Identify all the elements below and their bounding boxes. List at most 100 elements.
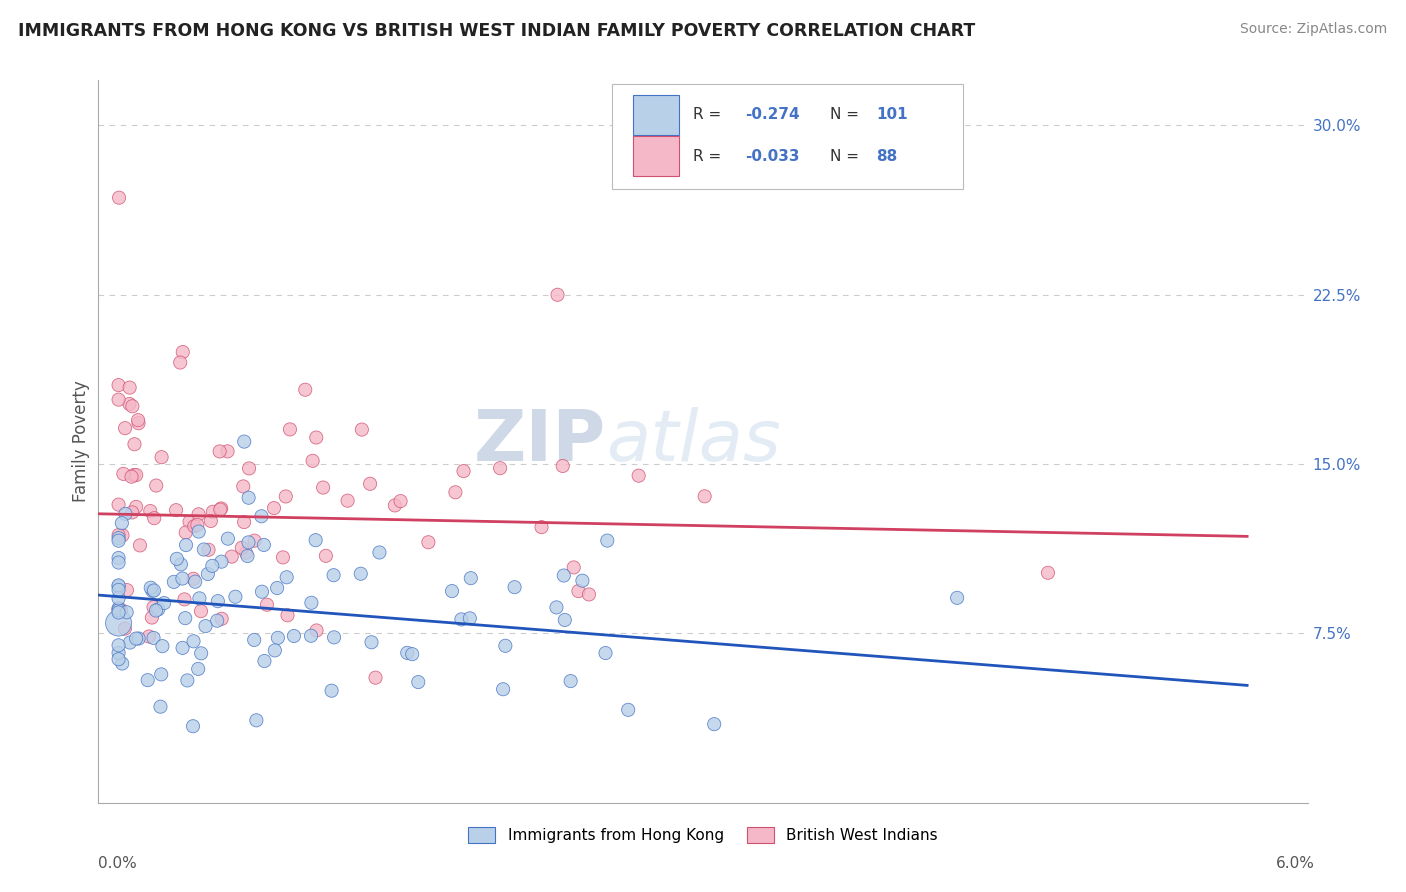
Point xyxy=(107,378,129,392)
Point xyxy=(693,489,716,503)
Point xyxy=(595,646,617,660)
Point xyxy=(299,596,322,610)
Point xyxy=(231,541,253,555)
Point xyxy=(200,514,222,528)
Point xyxy=(125,468,148,483)
Text: N =: N = xyxy=(830,107,863,122)
Text: ZIP: ZIP xyxy=(474,407,606,476)
Point xyxy=(165,503,187,517)
Point xyxy=(149,699,172,714)
Point xyxy=(209,502,232,516)
Point xyxy=(368,545,391,559)
Point xyxy=(176,673,198,688)
Point xyxy=(553,568,575,582)
Point xyxy=(627,468,650,483)
Point xyxy=(232,479,254,493)
Text: Source: ZipAtlas.com: Source: ZipAtlas.com xyxy=(1240,22,1388,37)
Point xyxy=(396,646,419,660)
Point xyxy=(530,520,553,534)
Point xyxy=(163,574,186,589)
Point xyxy=(201,505,224,519)
Point xyxy=(193,542,215,557)
Point xyxy=(138,630,160,644)
Text: R =: R = xyxy=(693,107,727,122)
Point xyxy=(197,542,219,557)
Point xyxy=(458,611,481,625)
Point xyxy=(489,461,512,475)
Point xyxy=(184,574,207,589)
Point xyxy=(174,611,197,625)
Point xyxy=(187,508,209,522)
Point xyxy=(401,647,423,661)
Point xyxy=(107,646,129,660)
Point xyxy=(283,629,305,643)
Point xyxy=(183,634,205,648)
Point xyxy=(946,591,969,605)
Point xyxy=(174,525,197,540)
Point xyxy=(304,533,326,548)
Point xyxy=(118,397,141,411)
Point xyxy=(107,578,129,592)
Point xyxy=(174,538,197,552)
Point xyxy=(492,682,515,697)
Point xyxy=(418,535,440,549)
Point xyxy=(107,591,129,606)
Point xyxy=(301,454,323,468)
Point xyxy=(107,498,129,512)
Point xyxy=(578,587,600,601)
Point xyxy=(128,416,150,430)
Point xyxy=(256,598,278,612)
Text: 101: 101 xyxy=(876,107,907,122)
Point xyxy=(121,469,143,483)
Point xyxy=(145,603,167,617)
Point xyxy=(107,556,129,570)
Point xyxy=(359,476,381,491)
Point xyxy=(127,413,149,427)
Point xyxy=(107,528,129,542)
Point xyxy=(141,583,163,598)
Point xyxy=(121,505,143,519)
Point xyxy=(276,608,298,623)
Point xyxy=(364,671,387,685)
Point xyxy=(322,568,344,582)
Legend: Immigrants from Hong Kong, British West Indians: Immigrants from Hong Kong, British West … xyxy=(461,822,945,849)
Point xyxy=(243,533,266,548)
Text: 0.0%: 0.0% xyxy=(98,856,138,871)
Point xyxy=(211,612,233,626)
Point xyxy=(350,566,373,581)
Text: 88: 88 xyxy=(876,149,897,163)
Point xyxy=(188,591,211,606)
Point xyxy=(238,535,260,549)
Point xyxy=(263,501,285,516)
Text: -0.033: -0.033 xyxy=(745,149,800,163)
Point xyxy=(389,494,412,508)
Point xyxy=(450,612,472,626)
Point xyxy=(224,590,246,604)
Point xyxy=(179,515,201,529)
Point xyxy=(172,572,194,586)
Point xyxy=(336,493,359,508)
Point xyxy=(136,673,159,687)
Point xyxy=(274,490,297,504)
Point xyxy=(107,582,129,597)
Point xyxy=(107,551,129,566)
Point xyxy=(221,549,243,564)
FancyBboxPatch shape xyxy=(633,95,679,135)
Point xyxy=(186,518,208,533)
Text: R =: R = xyxy=(693,149,727,163)
Point xyxy=(107,652,129,666)
Point xyxy=(115,605,138,619)
Point xyxy=(253,538,276,552)
Point xyxy=(406,675,429,690)
Point xyxy=(141,610,163,624)
Point xyxy=(111,516,134,530)
Point xyxy=(173,592,195,607)
Point xyxy=(118,635,141,649)
Point xyxy=(205,614,228,628)
Point xyxy=(187,524,209,539)
Point xyxy=(1036,566,1059,580)
Point xyxy=(233,434,256,449)
Point xyxy=(217,532,239,546)
Point xyxy=(107,638,129,652)
Point xyxy=(560,674,582,689)
